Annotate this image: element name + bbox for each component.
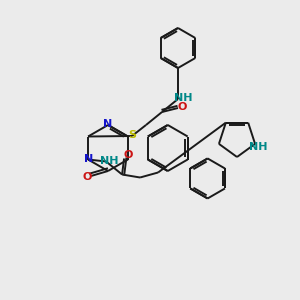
Text: O: O xyxy=(123,149,133,160)
Text: N: N xyxy=(103,119,112,129)
Text: NH: NH xyxy=(249,142,267,152)
Text: N: N xyxy=(85,154,94,164)
Text: NH: NH xyxy=(174,93,192,103)
Text: NH: NH xyxy=(100,155,118,166)
Text: O: O xyxy=(177,102,187,112)
Text: S: S xyxy=(128,130,136,140)
Text: O: O xyxy=(82,172,92,182)
